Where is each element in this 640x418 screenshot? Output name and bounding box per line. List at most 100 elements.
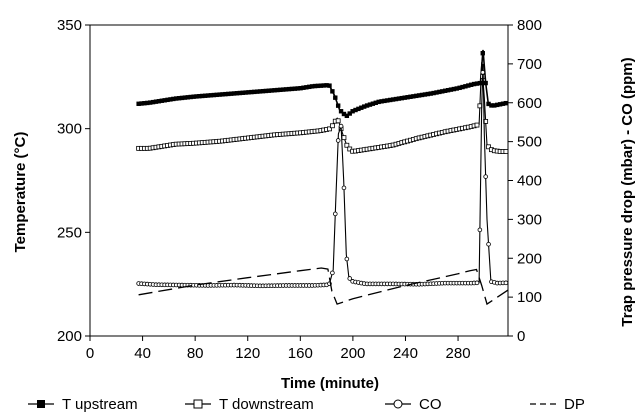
point-t-upstream: [451, 86, 457, 92]
point-t-upstream: [246, 90, 251, 95]
point-t-downstream: [474, 122, 480, 128]
point-t-upstream: [486, 101, 491, 107]
plot-frame: [89, 24, 509, 337]
plot-area: [89, 24, 509, 337]
y2-tick-label: 500: [517, 134, 542, 151]
point-co: [503, 280, 509, 286]
point-t-upstream: [312, 83, 318, 89]
point-t-upstream: [156, 99, 162, 104]
y2-tick-label: 600: [517, 95, 542, 112]
point-t-upstream: [234, 91, 240, 96]
point-t-upstream: [471, 81, 477, 87]
point-t-upstream: [202, 93, 208, 98]
point-t-upstream: [405, 95, 410, 100]
legend-marker-t-upstream: [37, 400, 45, 408]
point-t-upstream: [483, 80, 488, 86]
point-t-upstream: [321, 83, 326, 88]
point-t-upstream: [448, 87, 454, 92]
point-t-upstream: [220, 92, 225, 97]
point-t-upstream: [208, 93, 214, 98]
point-t-upstream: [480, 50, 485, 56]
legend-item-t-upstream: T upstream: [28, 396, 138, 413]
point-t-upstream: [440, 89, 445, 94]
series-co: [136, 63, 509, 289]
point-t-upstream: [139, 101, 144, 106]
point-t-upstream: [168, 97, 173, 102]
point-t-upstream: [341, 111, 347, 117]
point-t-upstream: [272, 88, 277, 93]
legend-item-t-downstream: T downstream: [185, 396, 314, 413]
point-t-upstream: [252, 89, 257, 95]
y2-tick-label: 400: [517, 173, 542, 190]
point-t-upstream: [185, 95, 190, 100]
point-t-upstream: [497, 102, 503, 107]
y-axis-ticks: 200 250 300 350: [57, 17, 90, 345]
legend-marker-t-downstream: [193, 399, 203, 409]
x-tick-label: 280: [446, 345, 471, 362]
x-axis-ticks: 0 40 80 120 160 200 240 280: [86, 336, 471, 362]
point-t-upstream: [393, 96, 399, 102]
legend-label-dp: DP: [564, 396, 585, 413]
x-tick-label: 160: [288, 345, 313, 362]
point-t-upstream: [474, 81, 480, 86]
point-t-upstream: [298, 85, 303, 91]
point-t-upstream: [307, 84, 312, 90]
x-tick-label: 40: [134, 345, 151, 362]
point-t-upstream: [301, 85, 306, 90]
point-t-upstream: [205, 93, 211, 98]
point-t-upstream: [200, 93, 205, 99]
point-t-upstream: [153, 99, 159, 104]
point-t-upstream: [431, 90, 436, 96]
point-t-upstream: [260, 88, 266, 94]
point-t-upstream: [159, 98, 164, 103]
point-t-upstream: [142, 101, 147, 106]
point-t-upstream: [191, 94, 196, 99]
point-co: [335, 138, 341, 143]
point-t-upstream: [477, 80, 483, 86]
point-t-upstream: [318, 83, 324, 88]
point-t-upstream: [335, 103, 341, 108]
point-t-upstream: [237, 90, 243, 96]
point-t-upstream: [367, 102, 373, 107]
point-t-upstream: [243, 90, 248, 95]
legend: T upstream T downstream CO DP: [28, 396, 585, 413]
point-t-upstream: [388, 97, 393, 103]
point-t-upstream: [289, 86, 295, 92]
point-t-upstream: [269, 88, 274, 93]
point-t-upstream: [214, 92, 219, 98]
point-t-upstream: [428, 91, 433, 96]
legend-label-t-downstream: T downstream: [219, 396, 314, 413]
point-t-upstream: [396, 96, 402, 101]
point-t-upstream: [145, 100, 150, 106]
point-t-upstream: [503, 100, 509, 106]
point-t-upstream: [240, 90, 245, 95]
point-t-downstream: [344, 142, 350, 148]
point-t-upstream: [278, 87, 283, 93]
point-t-upstream: [197, 93, 202, 99]
point-t-upstream: [466, 83, 471, 88]
point-t-upstream: [148, 100, 153, 105]
point-t-upstream: [408, 94, 413, 99]
point-t-upstream: [266, 88, 271, 93]
point-t-upstream: [445, 88, 451, 93]
point-t-upstream: [434, 90, 439, 95]
legend-item-co: CO: [385, 396, 442, 413]
series-t-downstream: [136, 62, 509, 154]
point-t-upstream: [255, 89, 260, 94]
point-t-upstream: [283, 87, 289, 92]
point-t-upstream: [162, 98, 167, 103]
point-t-upstream: [188, 94, 193, 100]
point-t-upstream: [379, 99, 384, 104]
point-t-upstream: [315, 83, 321, 89]
point-t-upstream: [411, 94, 416, 99]
point-t-upstream: [333, 95, 338, 100]
point-t-upstream: [226, 91, 231, 97]
point-t-upstream: [281, 87, 286, 92]
series-line-t-upstream: [138, 49, 509, 118]
point-t-upstream: [373, 100, 378, 105]
y2-tick-label: 800: [517, 17, 542, 34]
series-layer: [136, 49, 509, 306]
point-co: [483, 174, 488, 179]
point-t-upstream: [136, 101, 141, 106]
point-t-upstream: [231, 91, 237, 96]
